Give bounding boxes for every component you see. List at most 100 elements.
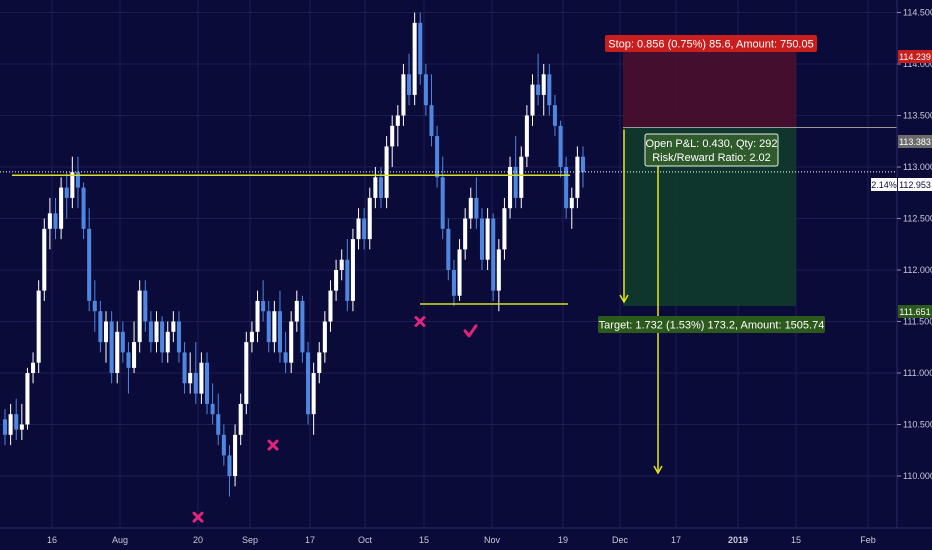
- candle: [569, 187, 574, 229]
- candle: [536, 53, 541, 106]
- cross-stroke: [414, 316, 426, 327]
- candle-body: [143, 290, 148, 322]
- candle: [261, 280, 266, 322]
- candle-body: [446, 228, 451, 270]
- candle: [59, 177, 64, 240]
- candle-body: [345, 259, 350, 301]
- candle-body: [317, 352, 322, 373]
- candles: [2, 12, 586, 497]
- candle-body: [294, 300, 299, 322]
- candle: [306, 342, 311, 425]
- cross-marker: [267, 439, 279, 451]
- price-tick-label: 113.500: [903, 111, 932, 121]
- time-axis[interactable]: 16 Aug 20 Sep 17 Oct 15 Nov 19 Dec 17 2019 15 Feb: [47, 535, 876, 545]
- price-tick-label: 111.000: [903, 368, 932, 378]
- stop-label[interactable]: Stop: 0.856 (0.75%) 85.6, Amount: 750.05: [605, 35, 817, 52]
- candle-body: [451, 270, 456, 296]
- candle-body: [575, 156, 580, 198]
- candle-body: [75, 172, 80, 188]
- candle-body: [502, 208, 507, 250]
- candle-body: [440, 177, 445, 229]
- candle: [418, 12, 423, 85]
- check-marker: [463, 324, 478, 338]
- candle: [367, 187, 372, 250]
- candle: [395, 105, 400, 147]
- candle-body: [109, 321, 114, 373]
- candle: [423, 64, 428, 116]
- stop-label-text: Stop: 0.856 (0.75%) 85.6, Amount: 750.05: [608, 39, 813, 51]
- candle-body: [362, 218, 367, 240]
- candle: [311, 362, 316, 435]
- candle-body: [479, 218, 485, 260]
- candle-body: [283, 352, 288, 363]
- cross-stroke: [192, 511, 204, 523]
- time-tick-label: 19: [558, 535, 568, 545]
- candle-body: [137, 290, 142, 343]
- candle: [98, 300, 103, 353]
- current-price-tag: 112.953: [898, 178, 932, 191]
- time-tick-label: Oct: [358, 535, 373, 545]
- open-pl-label[interactable]: Open P&L: 0.430, Qty: 292 Risk/Reward Ra…: [644, 133, 779, 167]
- candle-body: [19, 424, 24, 430]
- candle-body: [491, 218, 496, 291]
- candle-body: [160, 321, 165, 353]
- svg-text:114.239: 114.239: [899, 52, 931, 62]
- candle-body: [92, 300, 97, 312]
- candle: [390, 115, 395, 167]
- candle-body: [384, 146, 389, 198]
- candle-body: [31, 362, 36, 373]
- candle-body: [508, 167, 513, 209]
- candle-body: [103, 321, 109, 343]
- price-tick-label: 114.000: [903, 59, 932, 69]
- price-tick-label: 114.500: [903, 8, 932, 18]
- candle: [210, 383, 215, 425]
- current-pct-tag: 2.14%: [871, 178, 897, 191]
- candle-body: [165, 331, 170, 353]
- candle: [524, 105, 529, 167]
- candle-body: [53, 213, 58, 229]
- candle: [541, 64, 546, 116]
- candle-body: [322, 321, 327, 353]
- candle-body: [233, 434, 238, 476]
- candle: [75, 156, 80, 209]
- candle-body: [216, 414, 221, 435]
- candle: [103, 311, 109, 363]
- candle: [188, 352, 193, 394]
- time-tick-label: Dec: [612, 535, 629, 545]
- target-label[interactable]: Target: 1.732 (1.53%) 173.2, Amount: 150…: [598, 316, 825, 333]
- candle: [160, 316, 165, 363]
- candle-body: [457, 249, 462, 296]
- candle-body: [266, 311, 271, 343]
- candle: [277, 290, 282, 363]
- candle-body: [300, 300, 305, 353]
- candle: [457, 239, 462, 301]
- candle-body: [227, 455, 232, 476]
- candle: [14, 398, 19, 440]
- candle: [429, 74, 434, 147]
- candle-body: [496, 249, 501, 291]
- price-axis[interactable]: 110.000 110.500 111.000 111.500 112.000 112.5…: [897, 8, 932, 482]
- candle: [143, 280, 148, 332]
- candle-body: [558, 125, 563, 167]
- candle-body: [474, 197, 479, 219]
- candle-body: [536, 84, 541, 95]
- candle: [36, 280, 41, 373]
- candle-body: [468, 197, 473, 219]
- candle-body: [390, 125, 395, 147]
- candle: [435, 125, 440, 188]
- candle-body: [339, 259, 344, 270]
- candle-body: [485, 218, 490, 260]
- candle-body: [272, 311, 277, 343]
- candle-body: [367, 197, 372, 240]
- candle-body: [14, 414, 19, 430]
- candle: [227, 445, 232, 497]
- candle: [451, 259, 456, 307]
- time-tick-label: 16: [47, 535, 57, 545]
- candle: [407, 53, 412, 106]
- candle: [362, 208, 367, 250]
- price-tick-label: 111.500: [903, 317, 932, 327]
- candle: [485, 208, 490, 270]
- candle: [378, 167, 384, 209]
- candle-body: [401, 74, 406, 116]
- price-tick-label: 110.000: [903, 471, 932, 481]
